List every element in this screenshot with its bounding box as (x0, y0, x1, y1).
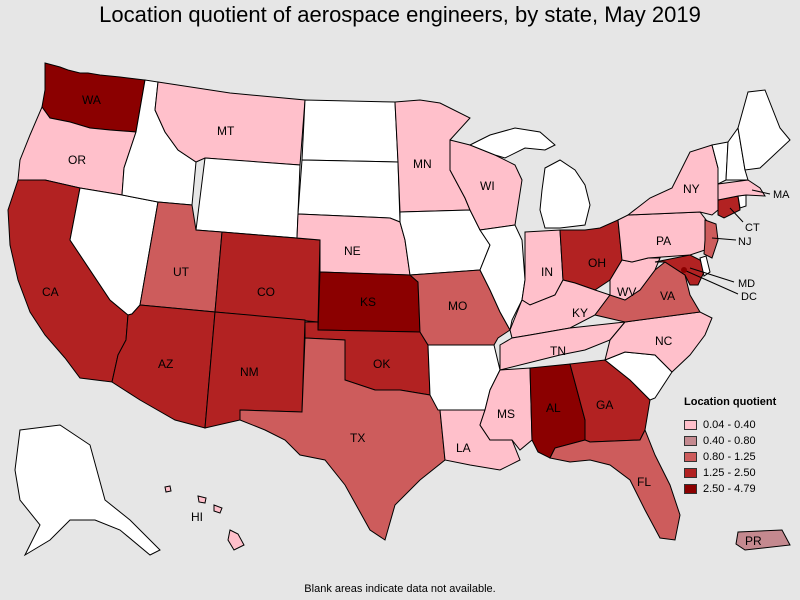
state-RI[interactable] (737, 194, 747, 209)
label-DC: DC (741, 291, 757, 303)
state-MD[interactable] (654, 254, 706, 286)
leader-DC (683, 269, 739, 295)
label-KY: KY (572, 306, 588, 320)
state-MI-UP[interactable] (468, 127, 556, 159)
label-OK: OK (373, 357, 390, 371)
state-NJ[interactable] (703, 219, 719, 259)
label-CO: CO (257, 285, 275, 299)
label-MT: MT (217, 124, 235, 138)
label-MA: MA (773, 189, 790, 201)
label-TN: TN (550, 344, 566, 358)
label-CA: CA (42, 285, 59, 299)
label-WA: WA (82, 93, 101, 107)
legend-label: 0.40 - 0.80 (703, 435, 756, 447)
dc-marker[interactable] (681, 267, 687, 273)
legend-label: 0.04 - 0.40 (703, 419, 756, 431)
label-AZ: AZ (158, 357, 173, 371)
state-TX[interactable] (239, 337, 446, 541)
state-ME[interactable] (737, 89, 791, 171)
legend-item: 0.80 - 1.25 (684, 449, 796, 465)
label-MN: MN (413, 157, 432, 171)
state-MS[interactable] (479, 367, 533, 451)
label-VA: VA (660, 289, 675, 303)
legend-swatch (684, 420, 697, 430)
leader-CT (729, 207, 744, 223)
label-HI: HI (191, 510, 203, 524)
label-NE: NE (344, 244, 361, 258)
state-MA[interactable] (717, 179, 766, 201)
legend-item: 0.40 - 0.80 (684, 433, 796, 449)
state-WY[interactable] (195, 157, 301, 239)
label-NY: NY (683, 182, 700, 196)
leader-NJ (711, 237, 737, 241)
state-CO[interactable] (214, 231, 321, 323)
label-LA: LA (456, 441, 471, 455)
state-NY[interactable] (626, 144, 719, 216)
state-ND[interactable] (301, 99, 399, 163)
label-MO: MO (448, 299, 467, 313)
legend-swatch (684, 436, 697, 446)
legend-label: 1.25 - 2.50 (703, 467, 756, 479)
leader-MD (689, 267, 735, 283)
footnote: Blank areas indicate data not available. (304, 583, 496, 595)
state-SD[interactable] (297, 159, 401, 223)
state-NH[interactable] (725, 126, 749, 181)
label-GA: GA (596, 398, 613, 412)
label-WV: WV (617, 285, 636, 299)
legend-item: 2.50 - 4.79 (684, 481, 796, 497)
label-NC: NC (655, 334, 673, 348)
label-WI: WI (480, 179, 495, 193)
state-FL[interactable] (549, 428, 681, 541)
label-KS: KS (360, 295, 376, 309)
state-PR[interactable] (735, 529, 791, 551)
legend-item: 0.04 - 0.40 (684, 417, 796, 433)
label-MD: MD (738, 278, 755, 290)
legend-item: 1.25 - 2.50 (684, 465, 796, 481)
label-CT: CT (745, 222, 760, 234)
state-HI[interactable] (164, 485, 245, 551)
legend-label: 0.80 - 1.25 (703, 451, 756, 463)
label-PA: PA (656, 234, 671, 248)
label-TX: TX (350, 431, 365, 445)
legend-title: Location quotient (684, 396, 777, 408)
legend-swatch (684, 468, 697, 478)
map-title: Location quotient of aerospace engineers… (99, 2, 701, 27)
legend-swatch (684, 484, 697, 494)
state-MI[interactable] (539, 159, 591, 229)
state-DE[interactable] (699, 255, 711, 277)
label-AL: AL (546, 401, 561, 415)
label-NM: NM (240, 365, 259, 379)
label-OH: OH (588, 256, 606, 270)
map-legend: Location quotient 0.04 - 0.40 0.40 - 0.8… (684, 396, 796, 497)
label-MS: MS (497, 407, 515, 421)
leader-MA (751, 189, 771, 195)
label-OR: OR (68, 153, 86, 167)
state-AK[interactable] (14, 424, 161, 557)
label-NJ: NJ (738, 236, 751, 248)
legend-swatch (684, 452, 697, 462)
state-VT[interactable] (711, 141, 729, 185)
label-PR: PR (745, 534, 762, 548)
legend-label: 2.50 - 4.79 (703, 483, 756, 495)
state-IL[interactable] (479, 224, 526, 332)
label-UT: UT (173, 265, 190, 279)
label-IN: IN (541, 265, 553, 279)
label-FL: FL (637, 475, 651, 489)
